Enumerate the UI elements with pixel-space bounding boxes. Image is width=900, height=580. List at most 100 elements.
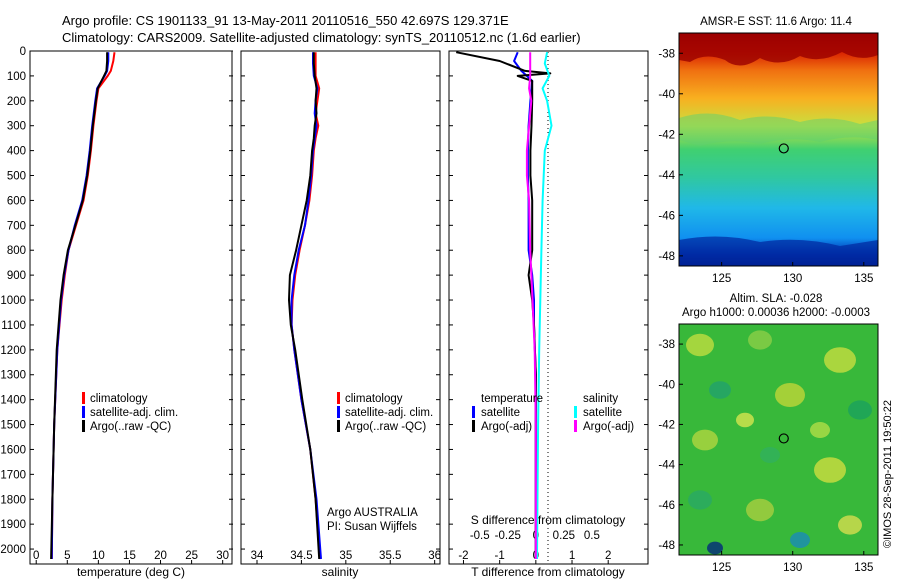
- legend-swatch-satellite: [337, 406, 340, 418]
- sla-anomaly-blobs: [686, 330, 872, 555]
- depth-tick-label: 2000: [0, 544, 26, 556]
- depth-tick-label: 1700: [0, 469, 26, 481]
- x-tick-label: 0: [33, 550, 39, 562]
- depth-tick-label: 600: [7, 195, 26, 207]
- x-tick-label: 35: [339, 550, 352, 562]
- sla-anomaly: [688, 490, 712, 510]
- depth-tick-label: 500: [7, 171, 26, 183]
- legend-swatch-s-argo: [574, 420, 577, 432]
- s-diff-tick-label: 0.25: [553, 530, 575, 542]
- depth-tick-label: 1500: [0, 420, 26, 432]
- legend-header-temperature: temperature: [481, 393, 543, 405]
- sla-map-axes: 125 130 135 -38 -40 -42 -44 -46 -48: [658, 339, 873, 574]
- map-y-tick-label: -46: [658, 500, 675, 512]
- map-y-tick-label: -44: [658, 460, 675, 472]
- map-x-tick-label: 130: [783, 273, 802, 285]
- map-x-tick-label: 125: [712, 273, 731, 285]
- map-y-tick-label: -48: [658, 251, 675, 263]
- x-tick-label: 5: [64, 550, 70, 562]
- sla-anomaly: [838, 515, 862, 535]
- depth-tick-label: 1100: [1, 320, 26, 332]
- cold-water-band: [679, 236, 878, 266]
- salinity-plot: [288, 52, 322, 560]
- title-line-2: Climatology: CARS2009. Satellite-adjuste…: [62, 30, 581, 45]
- map-x-tick-label: 135: [854, 273, 873, 285]
- legend-swatch-s-satellite: [574, 406, 577, 418]
- depth-tick-label: 400: [7, 146, 26, 158]
- sst-map-axes: 125 130 135 -38 -40 -42 -44 -46 -48: [658, 48, 873, 285]
- x-tick-label: 1: [569, 550, 575, 562]
- map-y-tick-label: -48: [658, 540, 675, 552]
- x-tick-label: 20: [154, 550, 167, 562]
- x-tick-label: 25: [185, 550, 198, 562]
- depth-tick-label: 1800: [0, 494, 26, 506]
- map-y-tick-label: -46: [658, 210, 675, 222]
- depth-tick-label: 1400: [0, 395, 26, 407]
- sla-anomaly: [760, 447, 780, 463]
- depth-tick-label: 800: [7, 245, 26, 257]
- legend-label: climatology: [345, 393, 403, 405]
- s-diff-tick-label: 0.5: [584, 530, 600, 542]
- sla-anomaly: [848, 400, 872, 420]
- sst-map-image: [679, 33, 878, 266]
- temperature-plot: [50, 52, 116, 560]
- difference-plot: [456, 51, 553, 563]
- sla-anomaly: [746, 498, 774, 522]
- difference-panel: [448, 50, 649, 565]
- salinity-x-axis: 34 34.5 35 35.5 36: [251, 550, 441, 564]
- x-tick-label: 30: [216, 550, 229, 562]
- legend-swatch-t-argo: [472, 420, 475, 432]
- pi-annotation: PI: Susan Wijffels: [327, 521, 417, 533]
- depth-tick-label: 700: [7, 220, 26, 232]
- argo-float-marker: [778, 433, 789, 444]
- salinity-panel: [240, 50, 441, 565]
- map-y-tick-label: -42: [658, 129, 675, 141]
- front-band: [679, 113, 878, 146]
- sla-map-frame: [678, 323, 879, 556]
- legend-swatch-satellite: [82, 406, 85, 418]
- map-y-tick-label: -40: [658, 379, 675, 391]
- sla-map-image: [679, 324, 878, 555]
- sla-map-title: Altim. SLA: -0.028: [730, 293, 823, 305]
- legend-label: satellite-adj. clim.: [90, 407, 178, 419]
- sla-anomaly: [736, 412, 754, 428]
- sla-anomaly: [692, 429, 718, 451]
- salinity-legend: climatology satellite-adj. clim. Argo(..…: [337, 392, 433, 433]
- depth-tick-label: 0: [20, 46, 26, 58]
- temperature-xlabel: temperature (deg C): [77, 565, 185, 579]
- difference-legend: temperature salinity satellite Argo(-adj…: [472, 393, 634, 433]
- map-x-tick-label: 130: [783, 562, 802, 574]
- argo-float-marker: [778, 143, 789, 154]
- temperature-x-axis: 0 5 10 15 20 25 30: [33, 550, 229, 564]
- series-line-argo-raw-qc-: [288, 52, 321, 560]
- legend-swatch-climatology: [337, 392, 340, 404]
- legend-label: satellite: [583, 407, 622, 419]
- series-line-argo-raw-qc-: [50, 52, 109, 560]
- x-tick-label: 35.5: [379, 550, 401, 562]
- legend-label: Argo(-adj): [583, 421, 634, 433]
- sla-anomaly: [707, 541, 723, 555]
- x-tick-label: 34: [251, 550, 264, 562]
- sst-map-title: AMSR-E SST: 11.6 Argo: 11.4: [700, 16, 852, 28]
- depth-tick-label: 1900: [0, 519, 26, 531]
- legend-label: climatology: [90, 393, 148, 405]
- x-tick-label: 2: [605, 550, 611, 562]
- legend-label: Argo(-adj): [481, 421, 532, 433]
- argo-agency-annotation: Argo AUSTRALIA: [327, 507, 418, 519]
- x-tick-label: 36: [428, 550, 441, 562]
- depth-tick-label: 200: [7, 96, 26, 108]
- legend-label: satellite-adj. clim.: [345, 407, 433, 419]
- x-tick-label: -2: [458, 550, 468, 562]
- map-y-tick-label: -38: [658, 48, 675, 60]
- depth-tick-label: 300: [7, 121, 26, 133]
- s-diff-tick-label: -0.5: [470, 530, 490, 542]
- sst-map-frame: [678, 32, 879, 267]
- map-y-tick-label: -42: [658, 419, 675, 431]
- x-tick-label: 34.5: [290, 550, 312, 562]
- copyright-stamp: ©IMOS 28-Sep-2011 19:50:22: [882, 400, 894, 548]
- s-diff-tick-label: -0.25: [495, 530, 521, 542]
- sla-anomaly: [748, 330, 772, 350]
- legend-header-salinity: salinity: [583, 393, 618, 405]
- sla-anomaly: [709, 381, 731, 399]
- legend-label: Argo(..raw -QC): [90, 421, 171, 433]
